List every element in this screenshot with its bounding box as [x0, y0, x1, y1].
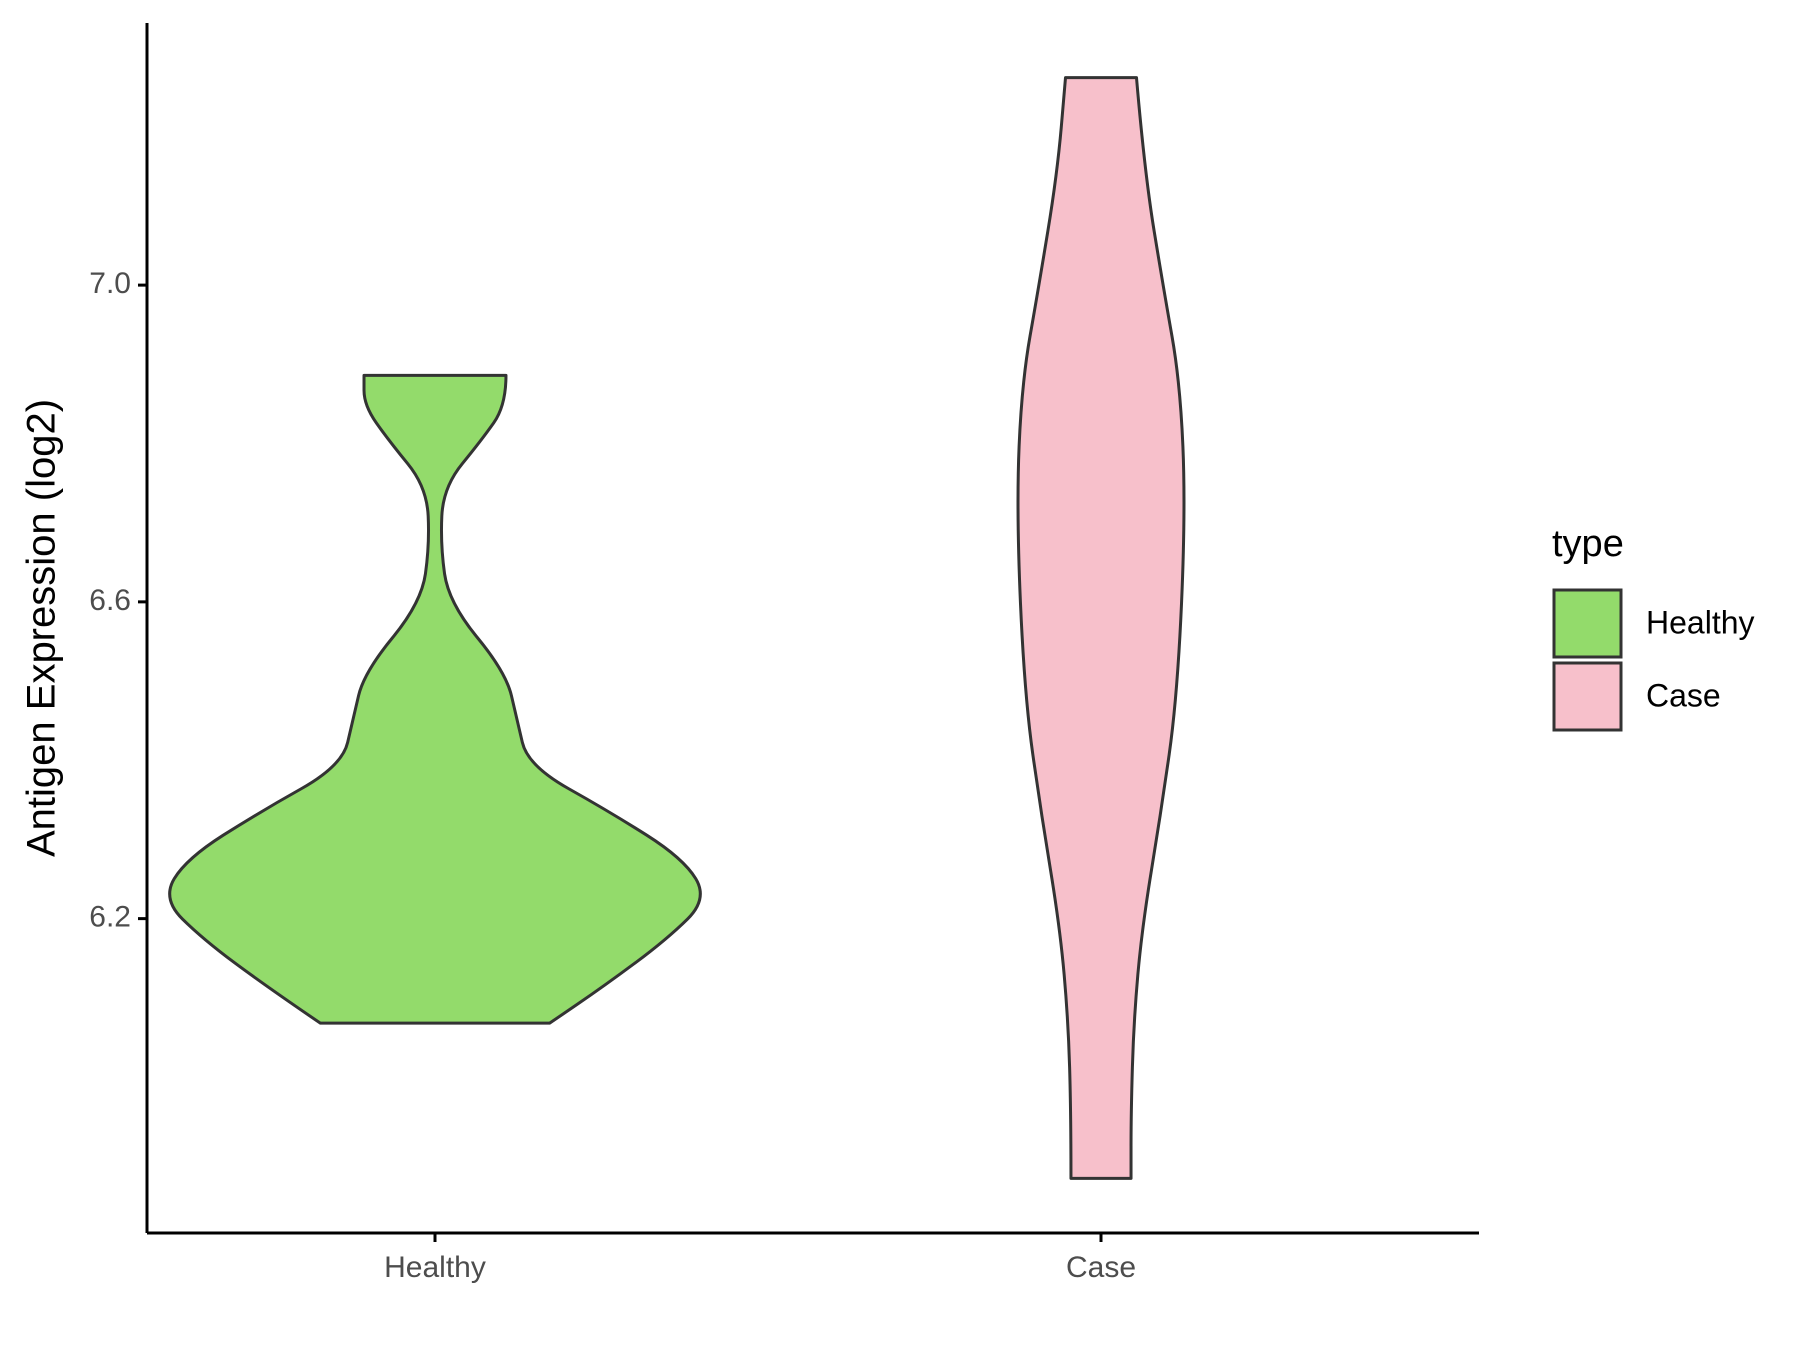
- violin: [1016, 76, 1186, 1180]
- y-tick-label: 6.6: [89, 584, 131, 617]
- legend-label: Healthy: [1646, 604, 1755, 640]
- x-tick-label: Case: [1066, 1251, 1136, 1284]
- violin: [168, 373, 702, 1025]
- y-axis-title: Antigen Expression (log2): [20, 399, 64, 857]
- legend-swatch: [1552, 588, 1623, 659]
- legend-title: type: [1552, 523, 1624, 565]
- y-tick-label: 6.2: [89, 901, 131, 934]
- legend-label: Case: [1646, 677, 1721, 713]
- y-tick-label: 7.0: [89, 267, 131, 300]
- legend-swatch: [1552, 661, 1623, 732]
- x-tick-label: Healthy: [384, 1251, 486, 1284]
